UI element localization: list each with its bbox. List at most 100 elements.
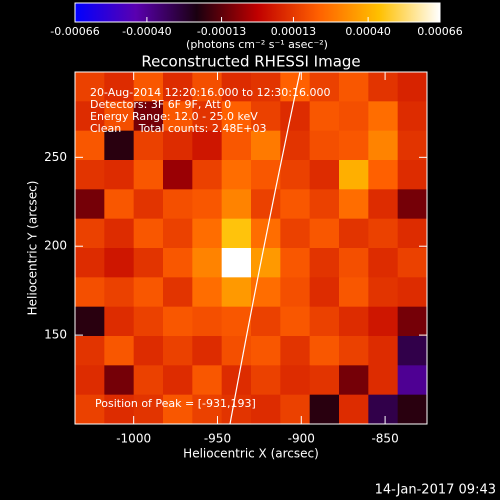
- heatmap-cell: [339, 248, 369, 278]
- heatmap-cell: [339, 189, 369, 220]
- heatmap-cell: [104, 365, 135, 396]
- heatmap-cell: [221, 189, 252, 220]
- colorbar-tick-label: 0.00066: [417, 25, 463, 38]
- annotation: Energy Range: 12.0 - 25.0 keV: [90, 110, 258, 123]
- heatmap-cell: [133, 394, 164, 425]
- heatmap-cell: [368, 72, 399, 102]
- heatmap-cell: [251, 72, 281, 102]
- heatmap-cell: [133, 72, 164, 102]
- heatmap-cell: [251, 306, 281, 337]
- heatmap-cell: [133, 248, 164, 278]
- colorbar-tick-label: -0.00066: [50, 25, 99, 38]
- heatmap-cell: [192, 336, 223, 366]
- heatmap-cell: [397, 101, 428, 132]
- y-axis-label: Heliocentric Y (arcsec): [26, 181, 40, 316]
- heatmap-cell: [280, 189, 311, 220]
- heatmap-cell: [133, 160, 164, 190]
- heatmap-cell: [309, 277, 340, 308]
- heatmap-cell: [280, 218, 311, 249]
- heatmap-cell: [309, 72, 340, 102]
- x-axis-label: Heliocentric X (arcsec): [183, 447, 319, 461]
- heatmap-cell: [104, 130, 135, 161]
- heatmap-cell: [104, 336, 135, 366]
- heatmap-cell: [251, 101, 281, 132]
- heatmap-cell: [368, 130, 399, 161]
- heatmap-cell: [397, 394, 428, 425]
- plot-frame: [74, 71, 428, 425]
- heatmap-cell: [192, 248, 223, 278]
- heatmap-cell: [251, 248, 281, 278]
- heatmap-cell: [221, 218, 252, 249]
- heatmap-cell: [75, 248, 105, 278]
- heatmap-cell: [133, 130, 164, 161]
- heatmap-cell: [104, 72, 135, 102]
- heatmap-cell: [368, 101, 399, 132]
- heatmap-cell: [368, 248, 399, 278]
- heatmap-cell: [368, 394, 399, 425]
- heatmap-cell: [192, 130, 223, 161]
- heatmap-cell: [75, 336, 105, 366]
- heatmap-cell: [75, 160, 105, 190]
- heatmap-cell: [251, 189, 281, 220]
- heatmap-cell: [133, 277, 164, 308]
- heatmap-cell: [192, 365, 223, 396]
- heatmap-cell: [104, 277, 135, 308]
- heatmap-cell: [104, 306, 135, 337]
- heatmap-cell: [251, 394, 281, 425]
- solar-limb: [229, 71, 301, 425]
- colorbar-tick-label: 0.00040: [345, 25, 391, 38]
- heatmap-cell: [133, 365, 164, 396]
- heatmap-cell: [75, 365, 105, 396]
- heatmap-cell: [251, 365, 281, 396]
- heatmap-cell: [221, 160, 252, 190]
- heatmap-cell: [397, 248, 428, 278]
- colorbar-tick-label: 0.00013: [271, 25, 317, 38]
- heatmap-cell: [339, 218, 369, 249]
- heatmap-cell: [339, 101, 369, 132]
- heatmap-cell: [368, 160, 399, 190]
- heatmap-cell: [133, 306, 164, 337]
- heatmap-cell: [221, 277, 252, 308]
- heatmap-cell: [339, 306, 369, 337]
- heatmap-cell: [368, 336, 399, 366]
- heatmap-cell: [192, 101, 223, 132]
- heatmap-cell: [397, 336, 428, 366]
- heatmap-cell: [368, 218, 399, 249]
- heatmap-cell: [192, 218, 223, 249]
- heatmap-cell: [280, 160, 311, 190]
- heatmap-cell: [221, 72, 252, 102]
- heatmap-cell: [163, 218, 193, 249]
- heatmap-cell: [104, 160, 135, 190]
- heatmap-cell: [163, 306, 193, 337]
- heatmap-cell: [309, 189, 340, 220]
- heatmap-cell: [368, 365, 399, 396]
- heatmap-cell: [221, 394, 252, 425]
- heatmap-cell: [397, 306, 428, 337]
- heatmap-cell: [163, 160, 193, 190]
- heatmap-cell: [251, 277, 281, 308]
- colorbar-tick-label: -0.00013: [197, 25, 246, 38]
- heatmap-cell: [339, 130, 369, 161]
- heatmap-cell: [280, 101, 311, 132]
- heatmap-cell: [163, 101, 193, 132]
- y-tick-label: 200: [44, 239, 67, 253]
- heatmap-cell: [309, 365, 340, 396]
- heatmap-cell: [163, 394, 193, 425]
- heatmap-cell: [309, 248, 340, 278]
- heatmap-cell: [192, 160, 223, 190]
- heatmap-cell: [280, 130, 311, 161]
- heatmap-cell: [221, 130, 252, 161]
- heatmap-cell: [309, 130, 340, 161]
- heatmap-cell: [221, 248, 252, 278]
- heatmap-cell: [309, 160, 340, 190]
- heatmap-cell: [280, 394, 311, 425]
- heatmap-cell: [339, 336, 369, 366]
- heatmap-cell: [280, 277, 311, 308]
- heatmap-cell: [104, 101, 135, 132]
- heatmap-cell: [104, 218, 135, 249]
- colorbar-label: (photons cm⁻² s⁻¹ asec⁻²): [186, 38, 328, 51]
- heatmap-cell: [221, 336, 252, 366]
- peak-label: Position of Peak = [-931,193]: [95, 397, 256, 410]
- heatmap-cell: [163, 365, 193, 396]
- x-tick-label: -850: [371, 432, 398, 446]
